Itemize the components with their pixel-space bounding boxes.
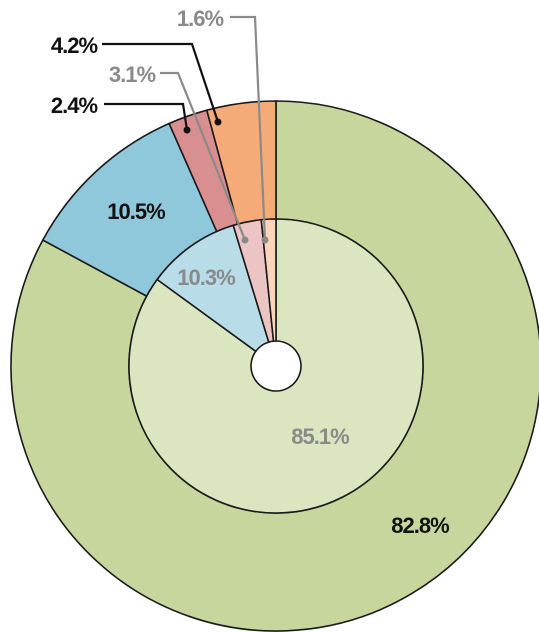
leader-line — [230, 15, 267, 241]
leader-line — [104, 102, 189, 131]
leader-dot — [214, 118, 222, 126]
donut-slice — [260, 218, 277, 343]
data-label: 4.2% — [51, 33, 98, 58]
leader-dot — [183, 126, 191, 134]
data-label: 1.6% — [177, 6, 224, 31]
donut-slice — [156, 224, 270, 353]
leader-line — [160, 71, 247, 241]
leader-dot — [261, 236, 269, 244]
leader-dot — [241, 236, 249, 244]
data-label: 10.5% — [107, 199, 165, 224]
data-label: 82.8% — [391, 513, 449, 538]
donut-slice — [128, 218, 424, 514]
data-label: 85.1% — [291, 424, 349, 449]
leader-line — [102, 42, 220, 123]
data-label: 2.4% — [51, 93, 98, 118]
data-label: 10.3% — [177, 265, 235, 290]
data-label: 3.1% — [109, 62, 156, 87]
